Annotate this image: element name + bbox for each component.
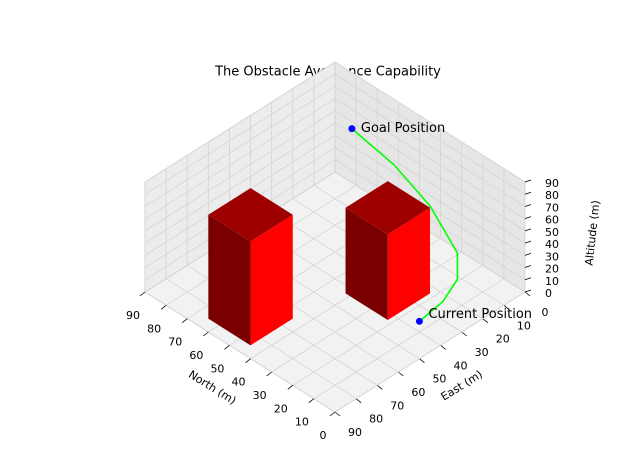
y-tick-label: 0 bbox=[320, 429, 327, 442]
annotation: Goal Position bbox=[361, 121, 445, 136]
z-tick-label: 20 bbox=[545, 263, 559, 276]
tick-mark bbox=[524, 216, 532, 220]
tick-mark bbox=[524, 204, 532, 207]
tick-mark bbox=[245, 358, 251, 363]
grid-line bbox=[334, 61, 526, 183]
grid-line bbox=[334, 122, 526, 244]
grid-line bbox=[144, 98, 336, 220]
x-tick-label: 0 bbox=[542, 306, 549, 319]
grid-line bbox=[334, 291, 526, 413]
x-tick-label: 20 bbox=[496, 333, 510, 346]
tick-mark bbox=[308, 398, 315, 403]
x-tick-label: 40 bbox=[454, 359, 468, 372]
x-tick-label: 50 bbox=[432, 373, 446, 386]
z-tick-label: 0 bbox=[545, 287, 552, 300]
position-marker bbox=[348, 125, 356, 133]
obstacle-top bbox=[208, 188, 293, 242]
grid-line bbox=[292, 264, 483, 386]
x-tick-label: 70 bbox=[390, 399, 404, 412]
tick-mark bbox=[524, 179, 532, 183]
z-tick-label: 90 bbox=[545, 177, 559, 190]
y-tick-label: 10 bbox=[295, 416, 309, 429]
z-tick-label: 80 bbox=[545, 189, 559, 202]
tick-mark bbox=[419, 358, 425, 363]
y-tick-label: 40 bbox=[232, 376, 246, 389]
y-tick-label: 50 bbox=[210, 362, 224, 375]
grid-line bbox=[334, 134, 526, 256]
grid-line bbox=[144, 61, 336, 183]
x-tick-label: 10 bbox=[517, 319, 531, 332]
tick-mark bbox=[334, 411, 341, 417]
tick-mark bbox=[524, 240, 532, 244]
z-tick-label: 40 bbox=[545, 238, 559, 251]
grid-line bbox=[144, 122, 336, 244]
tick-mark bbox=[461, 331, 467, 337]
tick-mark bbox=[224, 345, 230, 350]
grid-line bbox=[334, 147, 526, 268]
y-tick-label: 80 bbox=[147, 322, 161, 335]
tick-mark bbox=[524, 277, 532, 281]
obstacle-side bbox=[345, 207, 388, 320]
tick-mark bbox=[203, 331, 209, 337]
x-tick-label: 80 bbox=[369, 413, 383, 426]
z-tick-label: 50 bbox=[545, 226, 559, 239]
grid-line bbox=[334, 98, 526, 220]
grid-line bbox=[334, 86, 526, 207]
tick-mark bbox=[266, 371, 272, 377]
tick-mark bbox=[503, 305, 510, 310]
trajectory bbox=[351, 128, 459, 322]
tick-mark bbox=[524, 228, 532, 232]
position-marker bbox=[415, 317, 423, 325]
tick-mark bbox=[524, 291, 531, 297]
x-tick-label: 30 bbox=[475, 346, 489, 359]
y-tick-label: 70 bbox=[168, 336, 182, 349]
y-tick-label: 60 bbox=[189, 349, 203, 362]
z-tick-label: 60 bbox=[545, 214, 559, 227]
y-tick-label: 20 bbox=[274, 402, 288, 415]
z-tick-label: 70 bbox=[545, 201, 559, 214]
obstacle-front bbox=[250, 214, 293, 346]
obstacle-top bbox=[345, 181, 430, 235]
tick-mark bbox=[524, 265, 532, 268]
z-axis-label: Altitude (m) bbox=[583, 200, 603, 267]
tick-mark bbox=[376, 385, 383, 390]
tick-mark bbox=[524, 191, 532, 195]
z-tick-label: 10 bbox=[545, 275, 559, 288]
grid-line bbox=[144, 73, 336, 195]
tick-mark bbox=[524, 289, 532, 293]
y-tick-label: 30 bbox=[253, 389, 267, 402]
tick-mark bbox=[139, 291, 146, 297]
obstacle-side bbox=[208, 214, 251, 346]
x-tick-label: 60 bbox=[411, 386, 425, 399]
tick-mark bbox=[355, 398, 362, 403]
grid-line bbox=[144, 86, 336, 207]
z-tick-label: 30 bbox=[545, 250, 559, 263]
tick-mark bbox=[287, 385, 294, 390]
grid-line bbox=[334, 73, 526, 195]
grid-line bbox=[144, 110, 336, 232]
grid-line bbox=[334, 110, 526, 232]
y-tick-label: 90 bbox=[126, 309, 140, 322]
grid-line bbox=[313, 278, 505, 400]
tick-mark bbox=[440, 345, 446, 350]
tick-mark bbox=[524, 252, 532, 256]
tick-mark bbox=[398, 371, 404, 377]
annotation: Current Position bbox=[428, 307, 532, 322]
grid-line bbox=[144, 291, 336, 413]
tick-mark bbox=[329, 411, 336, 417]
tick-mark bbox=[160, 305, 167, 310]
x-tick-label: 90 bbox=[348, 426, 362, 439]
obstacle-front bbox=[387, 207, 430, 320]
tick-mark bbox=[181, 318, 188, 323]
tick-mark bbox=[482, 318, 489, 323]
